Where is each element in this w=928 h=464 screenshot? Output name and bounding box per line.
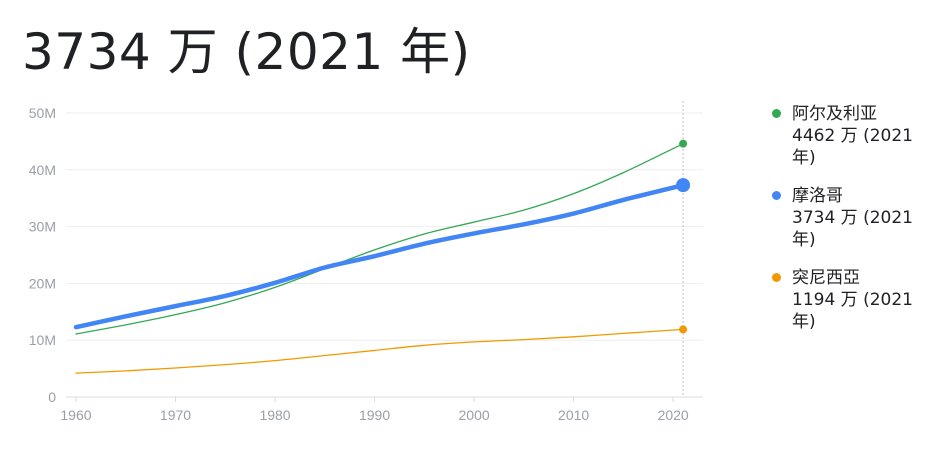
y-tick-label: 10M — [29, 332, 56, 348]
series-end-point[interactable] — [679, 325, 688, 334]
legend-dot-icon — [772, 273, 781, 282]
headline-value: 3734 万 (2021 年) — [22, 23, 471, 81]
x-tick-label: 2000 — [459, 407, 490, 423]
y-tick-label: 30M — [29, 219, 56, 235]
grid-lines — [66, 112, 703, 398]
y-tick-label: 40M — [29, 162, 56, 178]
legend-series-name: 摩洛哥 — [792, 186, 843, 206]
series-line[interactable] — [73, 182, 686, 330]
x-tick-label: 1980 — [259, 407, 290, 423]
x-tick-label: 2010 — [558, 407, 589, 423]
legend-series-value: 3734 万 (2021 年) — [792, 208, 913, 250]
legend-series-value: 4462 万 (2021 年) — [792, 126, 913, 168]
legend-dot-icon — [772, 191, 781, 200]
x-tick-label: 1970 — [160, 407, 191, 423]
legend-dot-icon — [772, 109, 781, 118]
legend-item[interactable]: 阿尔及利亚 4462 万 (2021 年) — [770, 103, 928, 169]
series-line[interactable] — [75, 143, 684, 335]
series-end-points — [676, 139, 691, 334]
y-tick-label: 0 — [48, 389, 56, 405]
legend-series-name: 阿尔及利亚 — [792, 104, 877, 124]
series-end-point[interactable] — [679, 139, 688, 148]
x-tick-label: 1990 — [359, 407, 390, 423]
legend-series-value: 1194 万 (2021 年) — [792, 290, 913, 332]
series-end-point[interactable] — [676, 178, 691, 193]
x-tick-label: 2020 — [658, 407, 689, 423]
y-tick-label: 50M — [29, 105, 56, 121]
legend-item[interactable]: 摩洛哥 3734 万 (2021 年) — [770, 185, 928, 251]
series-lines — [73, 143, 686, 374]
y-axis-ticks: 0 10M 20M 30M 40M 50M — [29, 105, 56, 405]
x-tick-label: 1960 — [60, 407, 91, 423]
legend: 阿尔及利亚 4462 万 (2021 年) 摩洛哥 3734 万 (2021 年) 突尼… — [770, 103, 928, 349]
x-axis-ticks: 1960 1970 1980 1990 2000 2010 2020 — [60, 397, 689, 423]
y-tick-label: 20M — [29, 275, 56, 291]
legend-item[interactable]: 突尼西亞 1194 万 (2021 年) — [770, 267, 928, 333]
legend-series-name: 突尼西亞 — [792, 268, 860, 288]
series-line[interactable] — [75, 328, 684, 374]
